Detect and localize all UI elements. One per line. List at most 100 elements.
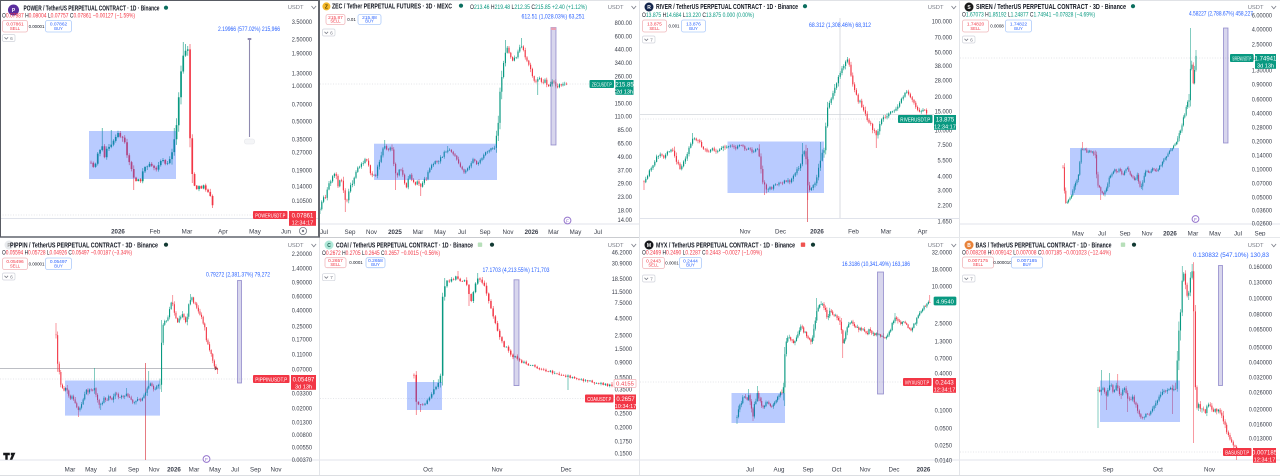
svg-text:7.5000: 7.5000: [615, 300, 633, 307]
svg-text:ZECUSDT.P: ZECUSDT.P: [592, 82, 612, 88]
svg-text:150.00: 150.00: [615, 100, 633, 107]
svg-text:Nov: Nov: [1204, 467, 1216, 474]
svg-text:Nov: Nov: [491, 467, 503, 474]
svg-text:0.90000: 0.90000: [292, 279, 313, 286]
svg-text:Sep: Sep: [250, 467, 262, 474]
svg-text:0.000010: 0.000010: [993, 260, 1012, 265]
svg-text:O0.2672 H0.2705 L0.2645 C0.265: O0.2672 H0.2705 L0.2645 C0.2657 −0.0015 …: [322, 250, 440, 257]
svg-text:USDT: USDT: [928, 5, 944, 11]
svg-text:May: May: [85, 467, 98, 474]
svg-text:440.00: 440.00: [615, 47, 633, 54]
svg-text:4.00000: 4.00000: [1252, 26, 1273, 33]
svg-text:O0.2469 H0.2490 L0.2287 C0.244: O0.2469 H0.2490 L0.2287 C0.2443 −0.0027 …: [642, 249, 762, 256]
svg-text:800.00: 800.00: [615, 20, 633, 27]
svg-text:Nov: Nov: [739, 229, 751, 236]
svg-text:0.01: 0.01: [347, 17, 356, 22]
svg-text:0.07000: 0.07000: [1252, 180, 1273, 187]
svg-text:70.000: 70.000: [935, 34, 953, 41]
svg-text:BUY: BUY: [54, 264, 63, 269]
svg-text:Sep: Sep: [128, 467, 140, 474]
svg-text:37.00: 37.00: [618, 167, 633, 174]
svg-text:29.00: 29.00: [618, 181, 633, 188]
svg-text:1.90000: 1.90000: [292, 50, 313, 57]
svg-text:0.05496: 0.05496: [6, 259, 24, 265]
svg-text:C: C: [327, 243, 331, 249]
svg-text:6: 6: [10, 274, 13, 280]
svg-text:0.19000: 0.19000: [292, 167, 313, 174]
svg-text:Apr: Apr: [218, 229, 228, 236]
svg-text:3d 13h: 3d 13h: [295, 385, 312, 391]
svg-text:0.07000: 0.07000: [292, 366, 313, 373]
svg-text:Feb: Feb: [150, 229, 161, 236]
svg-text:23.00: 23.00: [618, 194, 633, 201]
svg-text:Jul: Jul: [458, 229, 466, 236]
svg-text:O213.46 H219.48 L212.35 C215.8: O213.46 H219.48 L212.35 C215.85 +2.40 (+…: [470, 4, 587, 11]
svg-text:0.05497: 0.05497: [50, 259, 68, 265]
svg-text:2.50000: 2.50000: [292, 37, 313, 44]
svg-text:10:34:17: 10:34:17: [615, 404, 637, 410]
svg-text:0.2657: 0.2657: [616, 397, 635, 403]
svg-text:RIVER / TetherUS PERPETUAL CON: RIVER / TetherUS PERPETUAL CONTRACT · 1D…: [656, 2, 798, 11]
svg-text:0.40000: 0.40000: [292, 307, 313, 314]
svg-text:1.74820: 1.74820: [967, 21, 985, 27]
svg-text:0.07861: 0.07861: [292, 213, 314, 219]
svg-text:0.1750: 0.1750: [615, 438, 633, 445]
svg-text:R: R: [647, 5, 651, 11]
svg-text:Sep: Sep: [344, 229, 356, 236]
svg-text:Nov: Nov: [270, 467, 282, 474]
svg-text:0.007185: 0.007185: [1017, 258, 1037, 264]
svg-text:46.2000: 46.2000: [612, 249, 633, 256]
svg-text:7: 7: [970, 276, 973, 282]
svg-text:O1.67073 H1.85192 L1.24877 C1.: O1.67073 H1.85192 L1.24877 C1.74941 −0.0…: [962, 11, 1095, 18]
svg-text:18.00: 18.00: [618, 208, 633, 215]
svg-text:2025: 2025: [388, 229, 402, 236]
svg-text:0.05000: 0.05000: [1252, 194, 1273, 201]
svg-text:4.5000: 4.5000: [615, 315, 633, 322]
svg-text:O0.05594 H0.05728 L0.04926 C0.: O0.05594 H0.05728 L0.04926 C0.05497 −0.0…: [2, 249, 132, 256]
svg-text:0.70000: 0.70000: [292, 101, 313, 108]
svg-text:BUY: BUY: [1023, 262, 1032, 267]
svg-text:18.5000: 18.5000: [612, 276, 633, 283]
svg-text:0.040000: 0.040000: [1249, 359, 1273, 366]
svg-text:260.00: 260.00: [615, 74, 633, 81]
svg-text:612.51 (1,028.03%) 63,251: 612.51 (1,028.03%) 63,251: [522, 14, 585, 21]
svg-text:SELL: SELL: [973, 262, 984, 267]
svg-text:0.0001: 0.0001: [665, 261, 679, 266]
svg-text:0.02600: 0.02600: [1252, 220, 1273, 227]
svg-text:SELL: SELL: [648, 263, 659, 268]
svg-text:Mar: Mar: [189, 467, 200, 474]
svg-text:May: May: [209, 467, 222, 474]
svg-text:0.28000: 0.28000: [1252, 124, 1273, 131]
svg-text:12:34:17: 12:34:17: [1254, 458, 1276, 464]
svg-text:P: P: [12, 8, 16, 14]
svg-text:0.10500: 0.10500: [292, 198, 313, 205]
svg-text:0.050000: 0.050000: [1249, 344, 1273, 351]
svg-text:1.3000: 1.3000: [935, 338, 953, 345]
svg-text:Sep: Sep: [1254, 231, 1266, 237]
svg-text:4.000: 4.000: [938, 173, 953, 180]
svg-text:SELL: SELL: [10, 264, 21, 269]
svg-text:28.000: 28.000: [935, 77, 953, 84]
svg-text:4.58227 (2,788.67%) 458,227: 4.58227 (2,788.67%) 458,227: [1189, 11, 1253, 18]
svg-text:Jul: Jul: [1234, 231, 1242, 237]
svg-text:Nov: Nov: [148, 467, 160, 474]
svg-text:Jul: Jul: [746, 467, 754, 474]
svg-text:Jul: Jul: [320, 229, 328, 236]
svg-text:Oct: Oct: [832, 467, 842, 474]
svg-text:2.19966 (577.02%) 215,966: 2.19966 (577.02%) 215,966: [218, 26, 280, 33]
svg-text:0.0140: 0.0140: [935, 457, 953, 464]
svg-text:3d 13h: 3d 13h: [1257, 64, 1274, 70]
svg-text:0.14000: 0.14000: [292, 183, 313, 190]
svg-text:0.00800: 0.00800: [292, 432, 313, 439]
svg-text:0.2657: 0.2657: [328, 258, 343, 264]
svg-text:0.07862: 0.07862: [50, 22, 68, 28]
svg-text:O0.07987 H0.08004 L0.07757 C0.: O0.07987 H0.08004 L0.07757 C0.07861 −0.0…: [2, 12, 135, 19]
svg-text:7.500: 7.500: [938, 142, 953, 149]
svg-text:Dec: Dec: [775, 229, 786, 236]
svg-text:110.00: 110.00: [615, 114, 633, 121]
svg-text:3.50000: 3.50000: [292, 19, 313, 26]
svg-text:RIVERUSDT.P: RIVERUSDT.P: [900, 117, 930, 123]
svg-text:0.1500: 0.1500: [615, 450, 633, 457]
svg-text:Jul: Jul: [109, 467, 117, 474]
svg-text:11.5000: 11.5000: [612, 289, 633, 296]
